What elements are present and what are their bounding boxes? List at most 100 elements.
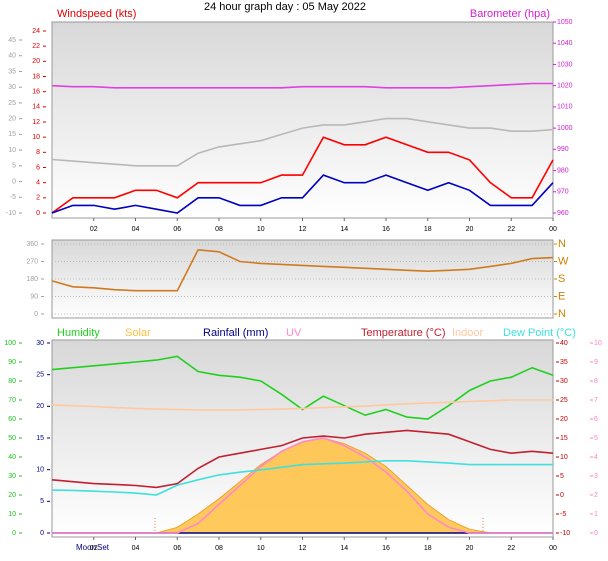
y-tick-label: 4	[36, 180, 40, 187]
y2-tick-label: N	[558, 308, 566, 320]
y4-tick-label: 4	[594, 454, 598, 461]
x-tick-label: 10	[257, 545, 265, 552]
line	[51, 174, 554, 214]
y3-tick-label: 5	[12, 163, 16, 170]
x-tick-label: 16	[382, 545, 390, 552]
y-tick-label: 0	[36, 210, 40, 217]
x-tick-label: 08	[215, 545, 223, 552]
y-tick-label: 18	[32, 73, 40, 80]
set-label: Set	[97, 543, 110, 552]
x-tick-label: 18	[424, 545, 432, 552]
y2-tick-label: 10	[36, 467, 44, 474]
x-tick-label: 02	[90, 545, 98, 552]
x-tick-label: 00	[549, 545, 557, 552]
line	[51, 248, 554, 292]
y2-tick-label: 1050	[557, 19, 573, 26]
y2-tick-label: S	[558, 273, 565, 285]
y2-tick-label: 20	[36, 403, 44, 410]
y4-tick-label: 10	[594, 340, 602, 347]
y4-tick-label: 6	[594, 416, 598, 423]
y-tick-label: 50	[8, 435, 16, 442]
line	[52, 437, 553, 534]
x-tick-label: 10	[257, 226, 265, 233]
y4-tick-label: 0	[594, 530, 598, 537]
y3-tick-label: 15	[560, 435, 568, 442]
y2-tick-label: 1020	[557, 83, 573, 90]
y4-tick-label: 2	[594, 492, 598, 499]
y3-tick-label: 45	[8, 37, 16, 44]
y-tick-label: 16	[32, 89, 40, 96]
x-tick-label: 18	[424, 226, 432, 233]
legend-entry: UV	[286, 327, 302, 339]
y3-tick-label: 5	[560, 473, 564, 480]
y-tick-label: 20	[32, 58, 40, 65]
x-tick-label: 12	[299, 545, 307, 552]
panel-wind	[51, 21, 554, 219]
y4-tick-label: 8	[594, 378, 598, 385]
y-tick-label: 2	[36, 195, 40, 202]
y-tick-label: 10	[32, 134, 40, 141]
y-tick-label: 70	[8, 397, 16, 404]
x-tick-label: 04	[132, 226, 140, 233]
y-tick-label: 0	[12, 530, 16, 537]
y-tick-label: 14	[32, 104, 40, 111]
y3-tick-label: -5	[10, 194, 16, 201]
legend-entry: Solar	[125, 327, 151, 339]
line	[51, 429, 554, 489]
y2-axis-label: Barometer (hpa)	[470, 8, 550, 20]
line	[51, 355, 554, 420]
y3-tick-label: -10	[6, 210, 16, 217]
y3-tick-label: 0	[12, 178, 16, 185]
x-tick-label: 22	[507, 545, 515, 552]
y3-tick-label: 20	[560, 416, 568, 423]
y3-tick-label: 10	[8, 147, 16, 154]
line	[51, 82, 553, 89]
y4-tick-label: 9	[594, 359, 598, 366]
x-tick-label: 06	[173, 545, 181, 552]
y-tick-label: 270	[26, 258, 38, 265]
x-tick-label: 12	[299, 226, 307, 233]
x-tick-label: 08	[215, 226, 223, 233]
y-tick-label: 80	[8, 378, 16, 385]
y-tick-label: 40	[8, 454, 16, 461]
y2-tick-label: 970	[557, 189, 569, 196]
y3-tick-label: 25	[560, 397, 568, 404]
y-tick-label: 24	[32, 28, 40, 35]
y3-tick-label: 35	[560, 359, 568, 366]
y3-tick-label: 40	[8, 53, 16, 60]
y-tick-label: 8	[36, 149, 40, 156]
y-tick-label: 30	[8, 473, 16, 480]
y3-tick-label: -5	[560, 511, 566, 518]
x-tick-label: 16	[382, 226, 390, 233]
y3-tick-label: 30	[560, 378, 568, 385]
y2-tick-label: 980	[557, 167, 569, 174]
y3-tick-label: 30	[8, 84, 16, 91]
y2-tick-label: N	[558, 238, 566, 250]
y4-tick-label: 7	[594, 397, 598, 404]
y2-tick-label: 5	[40, 498, 44, 505]
y-axis-label: Windspeed (kts)	[57, 8, 136, 20]
legend-entry: Rainfall (mm)	[203, 327, 268, 339]
y-tick-label: 90	[30, 293, 38, 300]
legend-entry: Dew Point (°C)	[503, 327, 576, 339]
y3-tick-label: 40	[560, 340, 568, 347]
legend-entry: Temperature (°C)	[361, 327, 445, 339]
x-tick-label: 14	[340, 226, 348, 233]
x-tick-label: 00	[549, 226, 557, 233]
y3-tick-label: 10	[560, 454, 568, 461]
y4-tick-label: 3	[594, 473, 598, 480]
y2-tick-label: 25	[36, 372, 44, 379]
moon-label: Moon	[76, 543, 96, 552]
y2-tick-label: 0	[40, 530, 44, 537]
x-tick-label: 14	[340, 545, 348, 552]
y4-tick-label: 1	[594, 511, 598, 518]
x-tick-label: 20	[466, 545, 474, 552]
line	[51, 136, 554, 214]
y3-tick-label: 35	[8, 68, 16, 75]
y2-tick-label: 1000	[557, 125, 573, 132]
y3-tick-label: 15	[8, 131, 16, 138]
y-tick-label: 6	[36, 164, 40, 171]
y-tick-label: 360	[26, 241, 38, 248]
y-tick-label: 60	[8, 416, 16, 423]
